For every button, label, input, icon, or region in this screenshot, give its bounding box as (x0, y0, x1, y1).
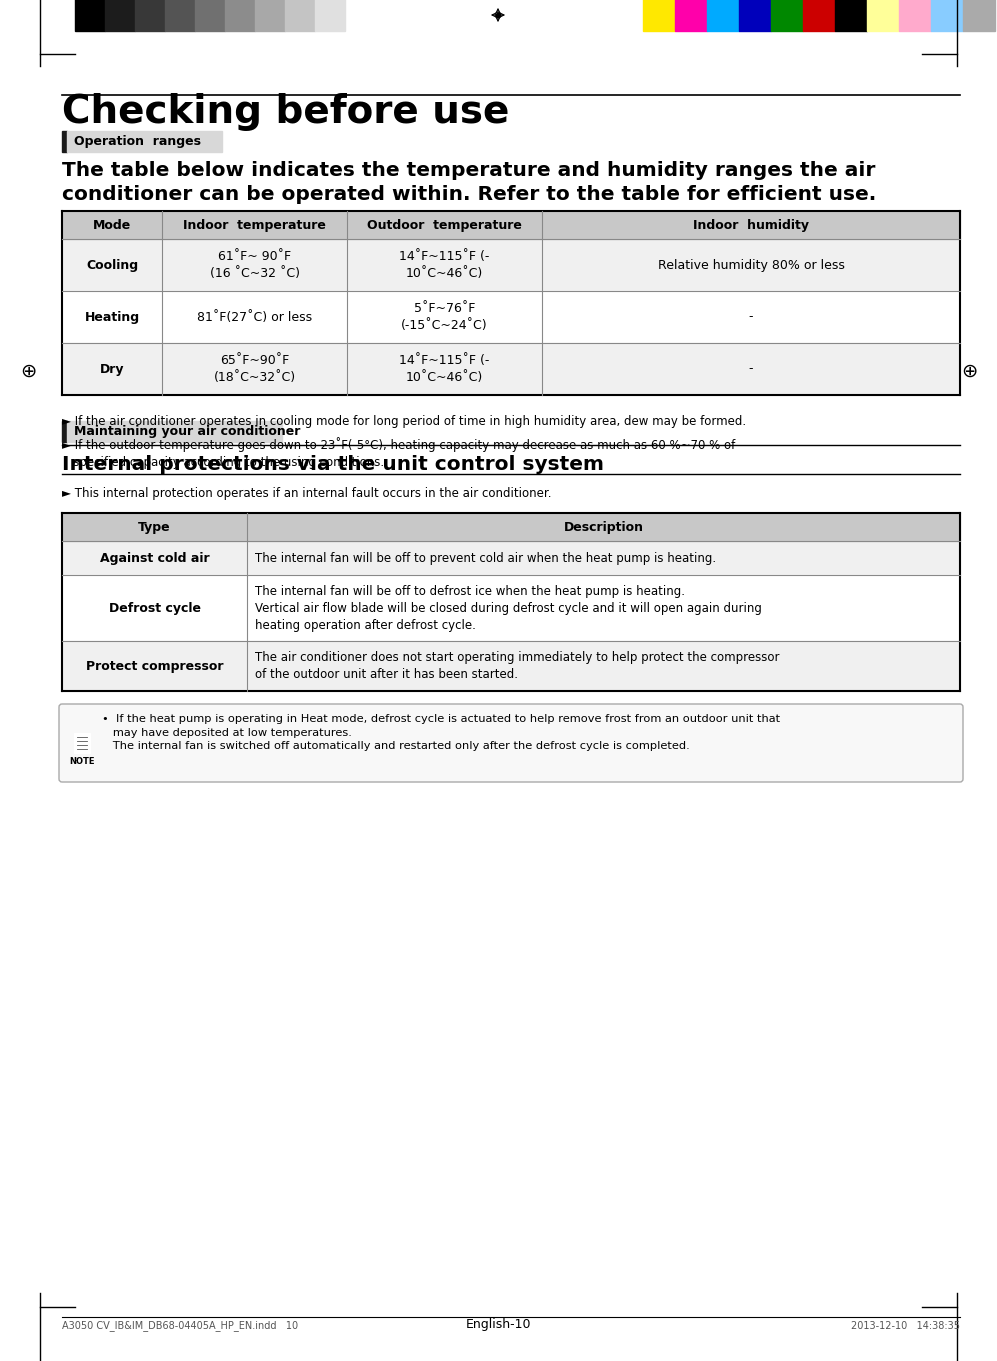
Bar (643, 0, 675, 31)
Bar (62, 513, 960, 542)
Bar (739, 0, 771, 31)
Bar (105, 0, 135, 31)
Text: A3050 CV_IB&IM_DB68-04405A_HP_EN.indd   10: A3050 CV_IB&IM_DB68-04405A_HP_EN.indd 10 (62, 1320, 298, 1331)
Bar (707, 0, 739, 31)
Bar (963, 0, 995, 31)
Bar (62, 131, 67, 152)
Text: Internal protections via the unit control system: Internal protections via the unit contro… (62, 455, 604, 474)
Text: The table below indicates the temperature and humidity ranges the air
conditione: The table below indicates the temperatur… (62, 161, 876, 204)
Text: Description: Description (563, 520, 643, 534)
Bar (62, 343, 960, 395)
Text: 65˚F~90˚F
(18˚C~32˚C): 65˚F~90˚F (18˚C~32˚C) (213, 354, 295, 384)
Text: ⊕: ⊕ (961, 362, 977, 381)
Bar (74, 734, 90, 753)
Bar (835, 0, 867, 31)
Bar (62, 641, 960, 691)
Text: 61˚F~ 90˚F
(16 ˚C~32 ˚C): 61˚F~ 90˚F (16 ˚C~32 ˚C) (209, 250, 299, 280)
Bar (931, 0, 963, 31)
Bar (255, 0, 285, 31)
Text: ► If the air conditioner operates in cooling mode for long period of time in hig: ► If the air conditioner operates in coo… (62, 415, 746, 427)
Text: Operation  ranges: Operation ranges (74, 135, 201, 147)
Bar (135, 0, 165, 31)
Text: 14˚F~115˚F (-
10˚C~46˚C): 14˚F~115˚F (- 10˚C~46˚C) (400, 354, 490, 384)
Bar (62, 211, 960, 240)
Text: -: - (749, 362, 754, 376)
Text: Type: Type (139, 520, 170, 534)
Text: Indoor  humidity: Indoor humidity (693, 219, 809, 231)
Text: Heating: Heating (85, 310, 140, 324)
Text: The internal fan will be off to defrost ice when the heat pump is heating.
Verti: The internal fan will be off to defrost … (255, 584, 762, 632)
Text: Relative humidity 80% or less: Relative humidity 80% or less (658, 259, 844, 271)
Text: Maintaining your air conditioner: Maintaining your air conditioner (74, 425, 300, 437)
Text: Defrost cycle: Defrost cycle (109, 602, 200, 615)
Text: Indoor  temperature: Indoor temperature (183, 219, 326, 231)
Text: Dry: Dry (100, 362, 125, 376)
Bar (75, 0, 105, 31)
Text: NOTE: NOTE (69, 757, 95, 765)
Bar (62, 240, 960, 291)
Bar (225, 0, 255, 31)
Text: Checking before use: Checking before use (62, 93, 509, 131)
Bar (67, 131, 222, 152)
Text: -: - (749, 310, 754, 324)
Bar (165, 0, 195, 31)
Bar (62, 574, 960, 641)
Text: The internal fan will be off to prevent cold air when the heat pump is heating.: The internal fan will be off to prevent … (255, 551, 716, 565)
Bar (867, 0, 899, 31)
Bar (67, 421, 282, 442)
Text: 5˚F~76˚F
(-15˚C~24˚C): 5˚F~76˚F (-15˚C~24˚C) (401, 302, 488, 332)
Bar (62, 542, 960, 574)
Text: Outdoor  temperature: Outdoor temperature (367, 219, 522, 231)
Bar (675, 0, 707, 31)
Text: 81˚F(27˚C) or less: 81˚F(27˚C) or less (197, 310, 312, 324)
Text: Protect compressor: Protect compressor (86, 660, 223, 672)
Bar (771, 0, 803, 31)
Text: ⊕: ⊕ (20, 362, 36, 381)
Bar (285, 0, 315, 31)
Bar (195, 0, 225, 31)
Text: ► This internal protection operates if an internal fault occurs in the air condi: ► This internal protection operates if a… (62, 487, 551, 499)
Text: ► If the outdoor temperature goes down to 23˚F(-5°C), heating capacity may decre: ► If the outdoor temperature goes down t… (62, 437, 735, 470)
Bar (899, 0, 931, 31)
Bar (62, 421, 67, 442)
Text: Cooling: Cooling (86, 259, 138, 271)
Bar (315, 0, 345, 31)
Text: •  If the heat pump is operating in Heat mode, defrost cycle is actuated to help: • If the heat pump is operating in Heat … (102, 715, 780, 751)
Bar (62, 291, 960, 343)
Bar (803, 0, 835, 31)
FancyBboxPatch shape (59, 704, 963, 783)
Text: English-10: English-10 (466, 1317, 530, 1331)
Text: Against cold air: Against cold air (100, 551, 209, 565)
Text: Mode: Mode (93, 219, 132, 231)
Text: The air conditioner does not start operating immediately to help protect the com: The air conditioner does not start opera… (255, 651, 780, 680)
Text: 2013-12-10   14:38:35: 2013-12-10 14:38:35 (851, 1322, 960, 1331)
Text: 14˚F~115˚F (-
10˚C~46˚C): 14˚F~115˚F (- 10˚C~46˚C) (400, 250, 490, 280)
